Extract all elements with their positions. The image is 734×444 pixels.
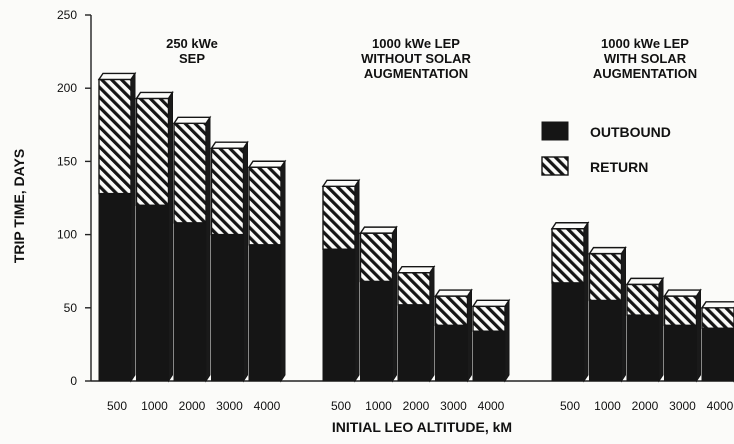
- bar-top-face: [550, 222, 590, 230]
- y-tick-label: 200: [57, 81, 77, 95]
- y-tick-label: 0: [70, 374, 77, 388]
- bar-outbound-segment: [360, 280, 393, 382]
- bar-top-face: [396, 265, 436, 274]
- bar-return-segment: [248, 166, 282, 246]
- bar-outbound-segment: [136, 204, 169, 382]
- labels: TRIP TIME, DAYS INITIAL LEO ALTITUDE, kM 5…: [11, 36, 734, 435]
- bar-return-segment: [98, 78, 132, 195]
- legend-return-swatch: [541, 156, 569, 176]
- group-title-line: 250 kWe: [166, 36, 218, 51]
- bar-outbound-segment: [322, 248, 356, 382]
- bar-side-face: [467, 288, 472, 383]
- bar-outbound-segment: [701, 327, 734, 382]
- bar-side-face: [621, 245, 626, 383]
- x-tick-label: 3000: [216, 399, 243, 413]
- bar-return-segment: [173, 122, 207, 224]
- x-tick-label: 3000: [440, 399, 467, 413]
- bars: [97, 71, 734, 383]
- group-title-line: SEP: [179, 51, 205, 66]
- group-title-line: AUGMENTATION: [364, 66, 468, 81]
- bar-side-face: [429, 265, 435, 383]
- x-axis-title: INITIAL LEO ALTITUDE, kM: [332, 419, 512, 435]
- bar-top-face: [588, 246, 627, 255]
- bar-return-segment: [663, 295, 698, 327]
- bar-return-segment: [701, 307, 734, 329]
- y-axis-title: TRIP TIME, DAYS: [11, 149, 27, 263]
- bar-side-face: [392, 225, 397, 383]
- x-tick-label: 2000: [179, 399, 206, 413]
- bar-side-face: [658, 276, 664, 383]
- bar-return-segment: [472, 305, 506, 332]
- bar-return-segment: [322, 185, 356, 250]
- bar-return-segment: [551, 228, 585, 284]
- bar-top-face: [434, 289, 473, 297]
- legend-outbound-label: OUTBOUND: [590, 124, 671, 140]
- bar-return-segment: [588, 252, 623, 302]
- x-tick-label: 2000: [403, 399, 430, 413]
- bar-top-face: [625, 277, 665, 286]
- bar-outbound-segment: [98, 193, 132, 382]
- y-tick-label: 250: [57, 8, 77, 22]
- bar-outbound-segment: [397, 304, 431, 382]
- bar-return-segment: [210, 147, 245, 236]
- bar-return-segment: [626, 283, 660, 316]
- x-tick-label: 3000: [669, 399, 696, 413]
- bar-outbound-segment: [435, 324, 468, 382]
- bar-side-face: [696, 288, 701, 383]
- x-tick-label: 1000: [141, 399, 168, 413]
- bar-return-segment: [359, 232, 394, 283]
- bar-outbound-segment: [472, 330, 506, 382]
- y-tick-label: 100: [57, 228, 77, 242]
- bar-return-segment: [397, 271, 431, 306]
- bar-return-segment: [434, 295, 469, 327]
- bar-top-face: [172, 116, 212, 125]
- bar-side-face: [504, 298, 510, 383]
- group-title-line: AUGMENTATION: [593, 66, 697, 81]
- bar-side-face: [168, 90, 173, 383]
- x-tick-label: 1000: [365, 399, 392, 413]
- group-title-line: WITHOUT SOLAR: [361, 51, 471, 66]
- x-tick-label: 500: [331, 399, 351, 413]
- bar-top-face: [359, 226, 398, 234]
- bar-top-face: [700, 301, 734, 309]
- bar-top-face: [97, 72, 137, 81]
- bar-side-face: [243, 140, 248, 383]
- bar-top-face: [135, 91, 174, 100]
- bar-outbound-segment: [248, 244, 282, 382]
- bar-side-face: [354, 178, 360, 383]
- legend-return-label: RETURN: [590, 159, 648, 175]
- bar-outbound-segment: [211, 234, 244, 382]
- bar-top-face: [247, 160, 287, 168]
- bar-side-face: [583, 221, 589, 383]
- bar-outbound-segment: [664, 324, 697, 382]
- bar-outbound-segment: [551, 282, 585, 382]
- group-title-line: 1000 kWe LEP: [601, 36, 689, 51]
- bar-outbound-segment: [173, 222, 207, 382]
- x-tick-label: 4000: [254, 399, 281, 413]
- x-tick-label: 1000: [594, 399, 621, 413]
- y-tick-label: 50: [64, 301, 78, 315]
- x-tick-label: 500: [107, 399, 127, 413]
- y-tick-label: 150: [57, 154, 77, 168]
- x-tick-label: 4000: [707, 399, 734, 413]
- legend-outbound-swatch: [541, 121, 569, 141]
- x-tick-label: 500: [560, 399, 580, 413]
- bar-top-face: [210, 141, 249, 149]
- bar-outbound-segment: [626, 314, 660, 382]
- bar-return-segment: [135, 97, 170, 207]
- bar-side-face: [205, 115, 211, 383]
- bar-top-face: [663, 289, 702, 297]
- group-title-line: 1000 kWe LEP: [372, 36, 460, 51]
- bar-top-face: [321, 179, 361, 187]
- bar-side-face: [280, 159, 286, 383]
- bar-top-face: [471, 299, 511, 308]
- x-tick-label: 4000: [478, 399, 505, 413]
- bar-outbound-segment: [589, 299, 622, 382]
- group-title-line: WITH SOLAR: [604, 51, 687, 66]
- x-tick-label: 2000: [632, 399, 659, 413]
- bar-side-face: [130, 71, 136, 383]
